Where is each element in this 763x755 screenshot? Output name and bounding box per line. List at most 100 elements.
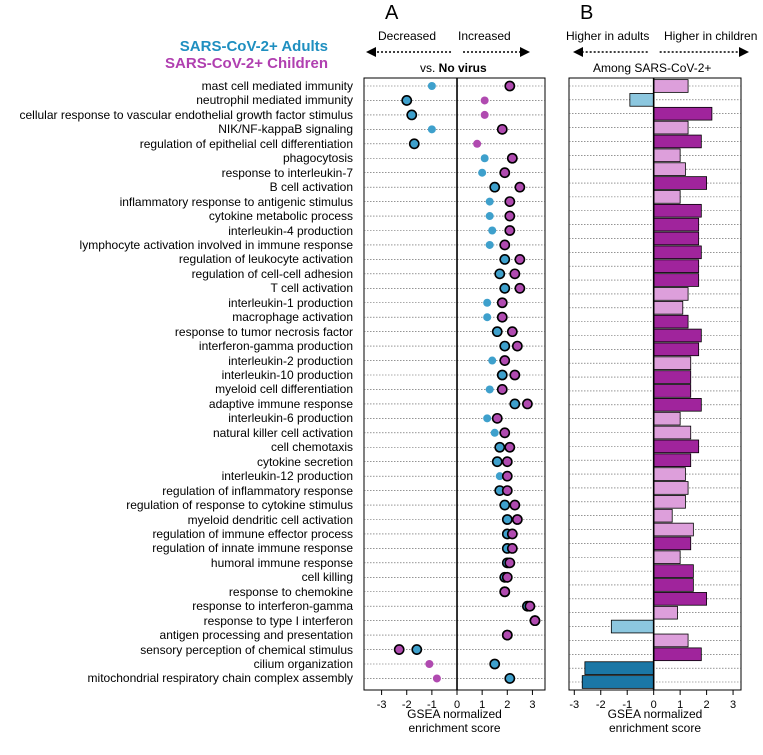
panel-b-axis-tick-label: 1 <box>677 699 683 711</box>
children-point <box>425 660 434 668</box>
adults-point <box>406 109 418 121</box>
row-label: response to tumor necrosis factor <box>174 324 353 339</box>
children-bar <box>653 203 702 218</box>
panel-b-subtitle: Among SARS-CoV-2+ <box>593 61 712 75</box>
children-bar <box>653 411 681 426</box>
panel-b-axis-tick-label: -3 <box>569 699 579 711</box>
children-point <box>504 210 516 222</box>
children-point <box>514 181 526 193</box>
children-point <box>506 326 518 338</box>
children-bar <box>653 425 692 440</box>
row-label: response to interferon-gamma <box>192 599 353 614</box>
row-label: mitochondrial respiratory chain complex … <box>87 671 353 686</box>
adults-point <box>478 168 487 177</box>
children-bar <box>653 633 689 648</box>
row-label: regulation of response to cytokine stimu… <box>126 498 353 513</box>
legend-children: SARS-CoV-2+ Children <box>165 55 328 72</box>
children-point <box>504 80 516 92</box>
children-point <box>514 282 526 294</box>
children-point <box>473 139 482 148</box>
panel-a-vs-label: vs. No virus <box>420 61 487 75</box>
panel-b-axis-tick-label: 0 <box>651 699 657 711</box>
panel-a-axis-tick-label: -3 <box>377 699 387 711</box>
children-point <box>506 528 518 540</box>
children-point <box>506 152 518 164</box>
row-label: cell killing <box>301 570 353 585</box>
increased-arrowhead <box>520 47 530 57</box>
row-label: response to type I interferon <box>203 613 353 628</box>
row-label: cytokine secretion <box>256 454 353 469</box>
children-point <box>499 239 511 251</box>
row-label: interleukin-1 production <box>228 295 353 310</box>
children-point <box>529 615 541 627</box>
row-label: antigen processing and presentation <box>159 628 353 643</box>
panel-a-axis-tick-label: -1 <box>427 699 437 711</box>
adults-point <box>495 472 504 481</box>
row-label: NIK/NF-kappaB signaling <box>218 122 353 137</box>
children-point <box>501 571 513 583</box>
row-label: interleukin-12 production <box>221 469 353 484</box>
children-bar <box>653 370 692 384</box>
children-bar <box>653 453 692 468</box>
panel-b-axis-tick-label: -2 <box>596 699 606 711</box>
adults-point <box>499 282 511 294</box>
vs-bold: No virus <box>438 61 487 75</box>
panel-b-axis-title: GSEA normalized <box>608 707 703 721</box>
children-point <box>511 340 523 352</box>
panel-a-axis-tick-label: -2 <box>402 699 412 711</box>
adults-point <box>491 326 503 338</box>
row-label: humoral immune response <box>210 555 353 570</box>
children-bar <box>653 647 702 662</box>
panel-a-axis-tick-label: 0 <box>454 699 460 711</box>
adults-point <box>485 240 494 249</box>
children-point <box>393 644 405 655</box>
adults-bar <box>581 675 655 689</box>
row-label: regulation of leukocyte activation <box>178 252 353 267</box>
children-point <box>432 674 441 683</box>
children-bar <box>653 259 700 273</box>
row-label: interleukin-4 production <box>228 223 353 238</box>
row-label: response to interleukin-7 <box>221 165 353 180</box>
row-label: phagocytosis <box>282 151 353 166</box>
decreased-arrowhead <box>366 47 376 57</box>
children-bar <box>653 245 702 260</box>
adults-point <box>485 197 494 206</box>
row-label: interleukin-2 production <box>228 353 353 368</box>
children-bar <box>653 273 700 287</box>
children-point <box>524 600 536 612</box>
panel-b-axis-title: enrichment score <box>609 721 701 735</box>
children-bar <box>653 328 702 343</box>
children-point <box>480 110 489 119</box>
adults-point <box>494 441 506 453</box>
children-bar <box>653 314 689 329</box>
row-label: cytokine metabolic process <box>208 209 353 224</box>
children-point <box>496 297 508 309</box>
children-bar <box>653 481 689 495</box>
children-point <box>504 557 516 569</box>
children-bar <box>653 550 681 565</box>
row-label: natural killer cell activation <box>212 425 353 440</box>
children-bar <box>653 508 673 523</box>
children-point <box>499 427 511 439</box>
children-bar <box>653 190 681 204</box>
row-label: response to chemokine <box>228 584 353 599</box>
adults-point <box>427 125 436 134</box>
children-bar <box>653 176 708 190</box>
children-point <box>509 268 521 280</box>
children-bar <box>653 300 684 315</box>
children-point <box>504 441 516 453</box>
adults-point <box>485 385 494 394</box>
adults-bar <box>629 93 655 107</box>
row-label: sensory perception of chemical stimulus <box>140 642 353 657</box>
row-label: mast cell mediated immunity <box>201 79 353 93</box>
children-point <box>514 253 526 265</box>
panel-a-increased-label: Increased <box>458 29 511 43</box>
adults-point <box>485 212 494 221</box>
adults-point <box>480 154 489 163</box>
children-bar <box>653 564 694 578</box>
panel-a-axis-title: enrichment score <box>408 721 500 735</box>
row-label: cilium organization <box>253 657 353 671</box>
children-bar <box>653 134 702 149</box>
children-bar <box>653 605 678 620</box>
children-bar <box>653 231 700 246</box>
